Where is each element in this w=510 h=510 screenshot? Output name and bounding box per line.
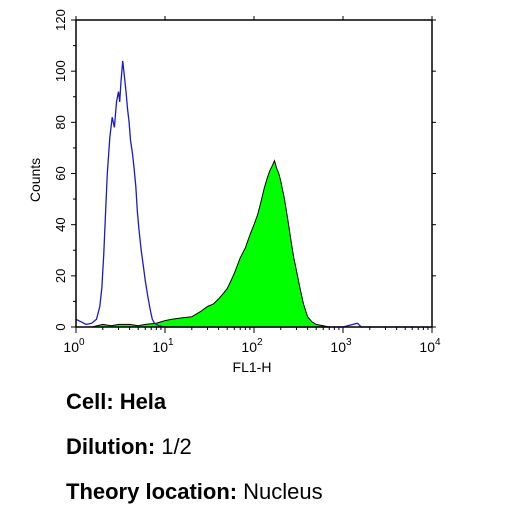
- x-tick-label: 100: [63, 337, 85, 355]
- theory-location-key: Theory location:: [66, 479, 238, 504]
- dilution-key: Dilution:: [66, 434, 156, 459]
- y-tick-label: 120: [53, 9, 68, 31]
- cell-value: Hela: [119, 389, 167, 414]
- y-tick-label: 60: [53, 166, 68, 180]
- x-tick-label: 104: [419, 337, 441, 355]
- y-tick-label: 20: [53, 269, 68, 283]
- x-tick-label: 101: [152, 337, 174, 355]
- y-tick-label: 0: [53, 323, 68, 330]
- y-tick-label: 80: [53, 115, 68, 129]
- dilution-value: 1/2: [161, 434, 192, 459]
- y-tick-label: 40: [53, 217, 68, 231]
- y-tick-label: 100: [53, 60, 68, 82]
- x-axis-label: FL1-H: [233, 359, 272, 375]
- x-tick-label: 102: [241, 337, 263, 355]
- dilution-info: Dilution: 1/2: [66, 434, 192, 460]
- cell-info: Cell: Hela: [66, 389, 166, 415]
- theory-location-info: Theory location: Nucleus: [66, 479, 323, 505]
- blue-outline-series: [75, 60, 432, 328]
- axes: 0 20 40 60 80 100 120 100 101 102 103 104: [53, 9, 441, 355]
- green-filled-series: [76, 159, 432, 328]
- theory-location-value: Nucleus: [243, 479, 323, 504]
- y-axis-label: Counts: [27, 158, 43, 202]
- histogram-chart: 0 20 40 60 80 100 120 100 101 102 103 104 Counts FL…: [27, 9, 442, 375]
- x-tick-label: 103: [330, 337, 352, 355]
- cell-key: Cell:: [66, 389, 114, 414]
